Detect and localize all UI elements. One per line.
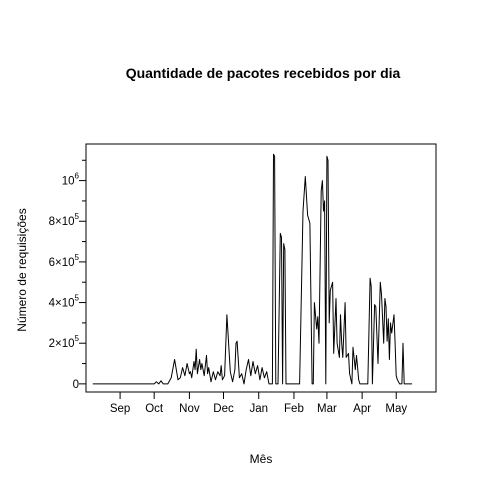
y-tick-mantissa: 4×10 bbox=[49, 298, 75, 310]
x-tick-label: Mar bbox=[317, 403, 337, 415]
chart-title: Quantidade de pacotes recebidos por dia bbox=[126, 65, 401, 81]
y-tick-mantissa: 10 bbox=[62, 176, 75, 188]
x-tick-label: Nov bbox=[179, 403, 200, 415]
x-tick-label: Dec bbox=[213, 403, 234, 415]
y-tick-label: 2×105 bbox=[49, 334, 80, 350]
x-tick-label: Sep bbox=[110, 403, 130, 415]
y-tick-label: 6×105 bbox=[49, 253, 80, 269]
plot-area-frame bbox=[85, 143, 437, 393]
series-line bbox=[92, 153, 413, 385]
y-tick-label: 4×105 bbox=[49, 294, 80, 310]
y-tick-mantissa: 2×10 bbox=[49, 338, 75, 350]
y-axis-label: Número de requisições bbox=[15, 208, 29, 331]
y-tick-exponent: 6 bbox=[75, 172, 80, 181]
y-tick-exponent: 5 bbox=[75, 334, 80, 343]
x-tick-label: Jan bbox=[249, 403, 268, 415]
y-tick-mantissa: 6×10 bbox=[49, 257, 75, 269]
y-tick-mantissa: 8×10 bbox=[49, 216, 75, 228]
y-tick-label: 0 bbox=[73, 379, 79, 391]
y-tick-exponent: 5 bbox=[75, 294, 80, 303]
x-tick-label: Feb bbox=[284, 403, 304, 415]
y-tick-label: 106 bbox=[62, 172, 80, 188]
x-tick-label: May bbox=[385, 403, 407, 415]
x-axis-label: Mês bbox=[250, 452, 273, 466]
y-tick-mantissa: 0 bbox=[73, 379, 79, 391]
y-tick-exponent: 5 bbox=[75, 253, 80, 262]
x-axis: Sep Oct Nov Dec Jan Feb Mar Apr May bbox=[110, 391, 407, 415]
y-tick-label: 8×105 bbox=[49, 212, 80, 228]
x-tick-label: Oct bbox=[145, 403, 164, 415]
x-tick-label: Apr bbox=[353, 403, 371, 415]
y-tick-exponent: 5 bbox=[75, 212, 80, 221]
